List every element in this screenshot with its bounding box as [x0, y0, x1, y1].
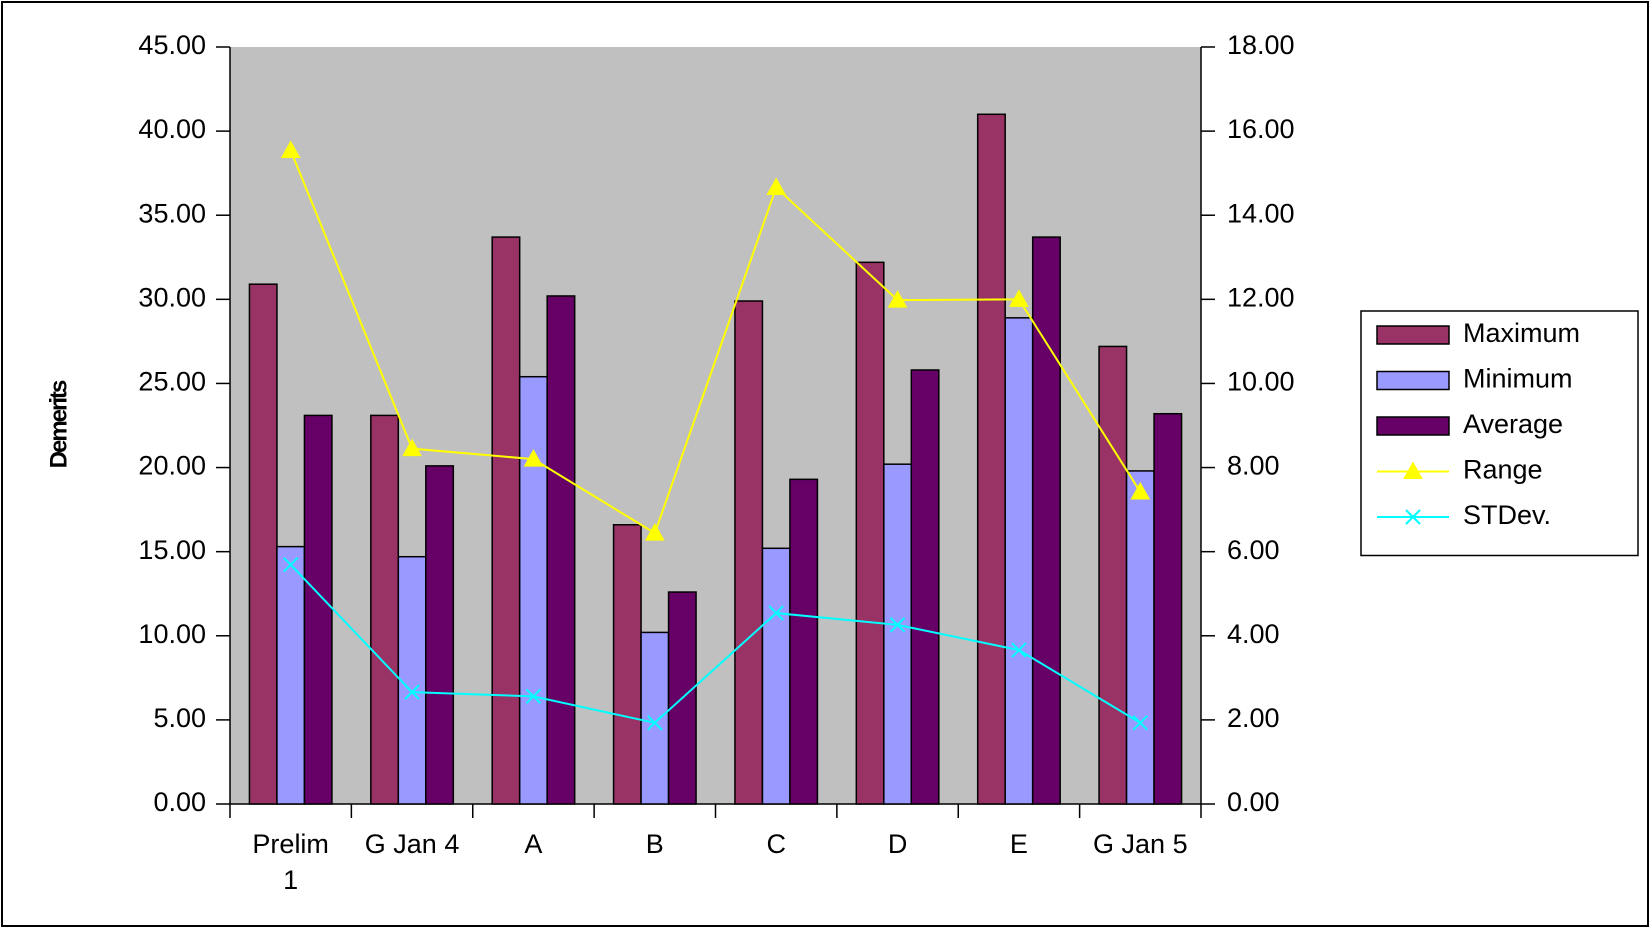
bar [491, 236, 521, 805]
bar [518, 375, 548, 805]
marker [647, 715, 663, 731]
bar [734, 300, 764, 805]
line [289, 564, 1141, 724]
bar [910, 369, 940, 805]
bar [883, 463, 913, 805]
x-tick-label: G Jan 4 [364, 829, 460, 859]
legend-label: Maximum [1463, 318, 1580, 348]
legend-swatch [1376, 370, 1450, 391]
y-tick-label: 10.00 [138, 619, 206, 649]
bar [370, 414, 400, 805]
marker [1011, 642, 1027, 658]
x-tick-label: G Jan 5 [1093, 829, 1188, 859]
x-tick-label: E [1009, 829, 1028, 859]
y-tick-label: 35.00 [138, 198, 206, 228]
bar [1153, 412, 1183, 805]
x-tick-label: A [524, 829, 543, 859]
bar [612, 524, 642, 805]
marker [404, 684, 420, 700]
x-tick-label: C [766, 829, 786, 859]
marker [402, 438, 422, 457]
y2-tick-label: 8.00 [1227, 451, 1280, 481]
marker [766, 177, 787, 195]
legend-swatch [1376, 416, 1450, 436]
bar [1004, 317, 1034, 805]
line [289, 150, 1142, 535]
bar [248, 283, 278, 805]
marker [280, 140, 301, 158]
x-tick-label: Prelim 1 [252, 829, 329, 895]
marker [644, 523, 665, 541]
marker [768, 605, 784, 621]
marker [523, 449, 544, 467]
y2-tick-label: 12.00 [1227, 282, 1295, 312]
legend-label: Average [1463, 409, 1563, 439]
y-tick-label: 45.00 [138, 30, 206, 60]
y2-tick-label: 4.00 [1227, 619, 1280, 649]
y2-tick-label: 6.00 [1227, 535, 1280, 565]
legend-marker [1405, 509, 1421, 525]
bar [425, 465, 455, 805]
legend-label: STDev. [1463, 500, 1551, 530]
bar [1031, 236, 1061, 805]
bar [546, 295, 576, 805]
y-tick-label: 30.00 [138, 282, 206, 312]
bar [397, 555, 427, 805]
marker [1009, 289, 1029, 307]
y-tick-label: 15.00 [138, 535, 206, 565]
legend-label: Range [1463, 455, 1543, 485]
y2-tick-label: 0.00 [1227, 787, 1280, 817]
y-tick-label: 25.00 [138, 367, 206, 397]
y2-tick-label: 14.00 [1227, 198, 1295, 228]
y-tick-label: 0.00 [153, 787, 206, 817]
marker [1130, 481, 1151, 500]
x-tick-label: D [887, 829, 908, 859]
y2-tick-label: 10.00 [1227, 367, 1295, 397]
legend-marker [1403, 461, 1423, 479]
y-tick-label: 5.00 [153, 703, 206, 733]
marker [525, 688, 542, 705]
bar [855, 261, 885, 805]
legend-label: Minimum [1463, 364, 1573, 394]
bar [276, 545, 306, 805]
bar [1125, 470, 1155, 805]
y2-tick-label: 2.00 [1227, 703, 1280, 733]
legend-swatch [1376, 325, 1450, 345]
y-axis-label: Demerits [45, 380, 72, 468]
y2-tick-label: 18.00 [1227, 30, 1295, 60]
marker [887, 290, 908, 308]
bar [640, 631, 670, 805]
x-tick-label: B [645, 829, 664, 859]
marker [889, 617, 906, 633]
bar [789, 478, 819, 805]
marker [282, 556, 299, 573]
bar [1098, 345, 1128, 805]
y-tick-label: 40.00 [138, 114, 206, 144]
bar [303, 414, 333, 805]
bar [761, 547, 791, 805]
y-tick-label: 20.00 [138, 451, 206, 481]
marker [1132, 715, 1149, 731]
y2-tick-label: 16.00 [1227, 114, 1295, 144]
bar [976, 113, 1006, 805]
